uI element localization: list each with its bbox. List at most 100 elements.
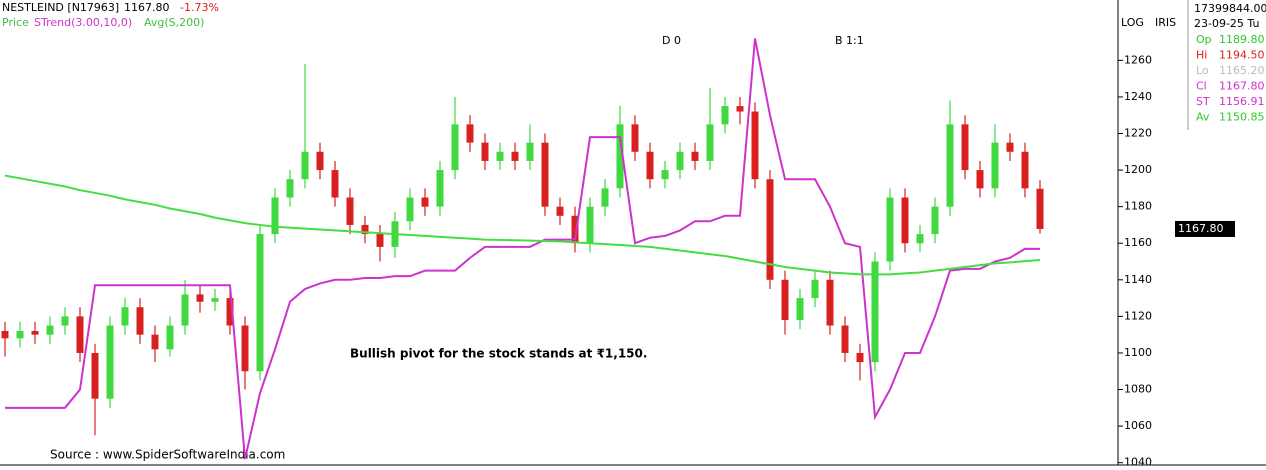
candle-body [721, 106, 729, 125]
y-tick-label: 1100 [1124, 346, 1152, 359]
candle-body [976, 170, 984, 189]
legend-entry: STrend(3.00,10,0) [34, 16, 132, 29]
candle-body [226, 298, 234, 326]
change: -1.73% [180, 1, 219, 14]
y-tick-label: 1220 [1124, 127, 1152, 140]
candle-body [181, 294, 189, 326]
candle-body [706, 124, 714, 161]
candle-body [76, 316, 84, 353]
candle-body [16, 331, 24, 339]
annotation: Bullish pivot for the stock stands at ₹1… [350, 347, 647, 361]
candle-body [871, 261, 879, 363]
candle-body [856, 352, 864, 363]
scale-label: IRIS [1155, 16, 1176, 29]
candle-body [736, 106, 744, 112]
y-tick-label: 1160 [1124, 236, 1152, 249]
candle-body [631, 124, 639, 152]
panel-value: 1156.91 [1219, 95, 1265, 108]
candle-body [361, 224, 369, 235]
scale-label: LOG [1121, 16, 1144, 29]
panel-date: 23-09-25 Tu [1194, 17, 1259, 30]
candle-body [541, 142, 549, 207]
candle-body [526, 142, 534, 161]
candle-body [406, 197, 414, 222]
candle-body [496, 151, 504, 161]
candle-body [271, 197, 279, 235]
last-price: 1167.80 [124, 1, 170, 14]
candle-body [841, 325, 849, 353]
panel-value: 1189.80 [1219, 33, 1265, 46]
y-tick-label: 1060 [1124, 419, 1152, 432]
candle-body [346, 197, 354, 225]
candle-body [166, 325, 174, 350]
candle-body [436, 170, 444, 207]
candle-body [751, 111, 759, 180]
price-tag-bg [1175, 220, 1235, 237]
candle-body [766, 179, 774, 280]
candle-body [301, 151, 309, 180]
y-tick-label: 1240 [1124, 90, 1152, 103]
y-tick-label: 1260 [1124, 53, 1152, 66]
panel-key: Av [1196, 111, 1210, 124]
panel-volume: 17399844.00 [1194, 2, 1266, 15]
candle-body [601, 188, 609, 207]
info-panel: 17399844.00 23-09-25 Tu Op 1189.80 Hi 1194.50… [1194, 2, 1266, 124]
candle-body [961, 124, 969, 171]
candle-body [616, 124, 624, 189]
candle-body [106, 325, 114, 399]
panel-key: ST [1196, 95, 1210, 108]
candle-body [916, 234, 924, 244]
y-tick-label: 1200 [1124, 163, 1152, 176]
panel-key: Lo [1196, 64, 1209, 77]
candle-body [136, 307, 144, 335]
candle-body [466, 124, 474, 143]
candle-body [946, 124, 954, 207]
candle-body [91, 352, 99, 399]
candle-body [196, 294, 204, 302]
candle-body [316, 151, 324, 171]
candle-body [421, 197, 429, 207]
panel-key: Cl [1196, 80, 1207, 93]
candle-body [511, 151, 519, 161]
candle-body [811, 279, 819, 299]
candle-body [451, 124, 459, 171]
candle-body [286, 179, 294, 198]
candle-body [931, 206, 939, 235]
series-line [5, 38, 1041, 460]
source: Source : www.SpiderSoftwareIndia.com [50, 448, 285, 462]
candle-body [571, 215, 579, 244]
candle-body [211, 298, 219, 302]
panel-value: 1150.85 [1219, 111, 1265, 124]
panel-key: Op [1196, 33, 1212, 46]
candle-body [661, 170, 669, 180]
panel-value: 1165.20 [1219, 64, 1265, 77]
candle-body [826, 279, 834, 326]
candle-body [151, 334, 159, 350]
panel-value: 1167.80 [1219, 80, 1265, 93]
y-tick-label: 1120 [1124, 309, 1152, 322]
candle-body [676, 151, 684, 171]
chart-title: NESTLEIND [N17963] [2, 1, 119, 14]
candle-body [1021, 151, 1029, 189]
marker-label: D 0 [662, 34, 681, 47]
candle-body [901, 197, 909, 244]
panel-key: Hi [1196, 49, 1207, 62]
price-tag: 1167.80 [1178, 222, 1224, 235]
candle-body [376, 234, 384, 247]
y-tick-label: 1040 [1124, 456, 1152, 469]
candle-body [121, 307, 129, 326]
candle-body [781, 279, 789, 321]
candle-body [1, 331, 9, 339]
candle-body [1036, 188, 1044, 229]
candle-body [331, 170, 339, 198]
candle-body [31, 331, 39, 335]
legend-entry: Price [2, 16, 29, 29]
candle-body [691, 151, 699, 161]
candle-body [241, 325, 249, 372]
candle-body [556, 206, 564, 216]
candle-body [481, 142, 489, 161]
candle-body [46, 325, 54, 335]
y-tick-label: 1140 [1124, 273, 1152, 286]
candle-body [61, 316, 69, 326]
